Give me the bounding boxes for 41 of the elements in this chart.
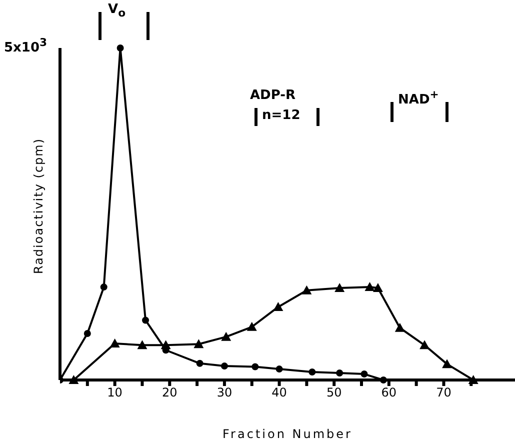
annotation: NAD$^{+}$ — [398, 88, 439, 108]
point — [116, 44, 124, 52]
point — [273, 302, 284, 311]
y-axis-title: Radioactivity (cpm) — [31, 138, 46, 274]
point — [372, 283, 383, 292]
point — [84, 330, 91, 338]
point — [442, 359, 452, 368]
point — [334, 283, 345, 292]
point — [196, 360, 204, 367]
point — [68, 375, 79, 384]
annotation: n=12 — [262, 108, 300, 123]
point — [142, 316, 150, 324]
point — [194, 339, 204, 348]
point — [364, 282, 375, 292]
x-tick-label: 20 — [162, 386, 178, 400]
x-tick-label: 70 — [436, 386, 452, 400]
point — [394, 322, 405, 332]
point — [110, 338, 120, 348]
point — [220, 362, 228, 370]
point — [302, 285, 312, 294]
point — [336, 370, 344, 377]
point — [221, 332, 232, 341]
point — [160, 340, 171, 350]
point — [252, 363, 259, 370]
point — [276, 366, 283, 373]
point — [360, 370, 368, 378]
text: 5x10$^{3}$ — [4, 36, 48, 56]
point — [137, 340, 148, 350]
x-tick-label: 10 — [107, 386, 122, 400]
point — [308, 368, 316, 376]
x-tick-label: 40 — [272, 386, 287, 400]
annotation: ADP-R — [250, 88, 296, 103]
x-tick-label: 60 — [381, 386, 397, 400]
text: V$_{o}$ — [108, 2, 126, 20]
point — [380, 376, 387, 384]
x-axis-title: Fraction Number — [222, 427, 352, 441]
x-tick-label: 30 — [216, 386, 232, 400]
point — [246, 322, 257, 331]
x-tick-label: 50 — [326, 386, 342, 400]
point — [420, 340, 430, 350]
point — [100, 284, 108, 291]
